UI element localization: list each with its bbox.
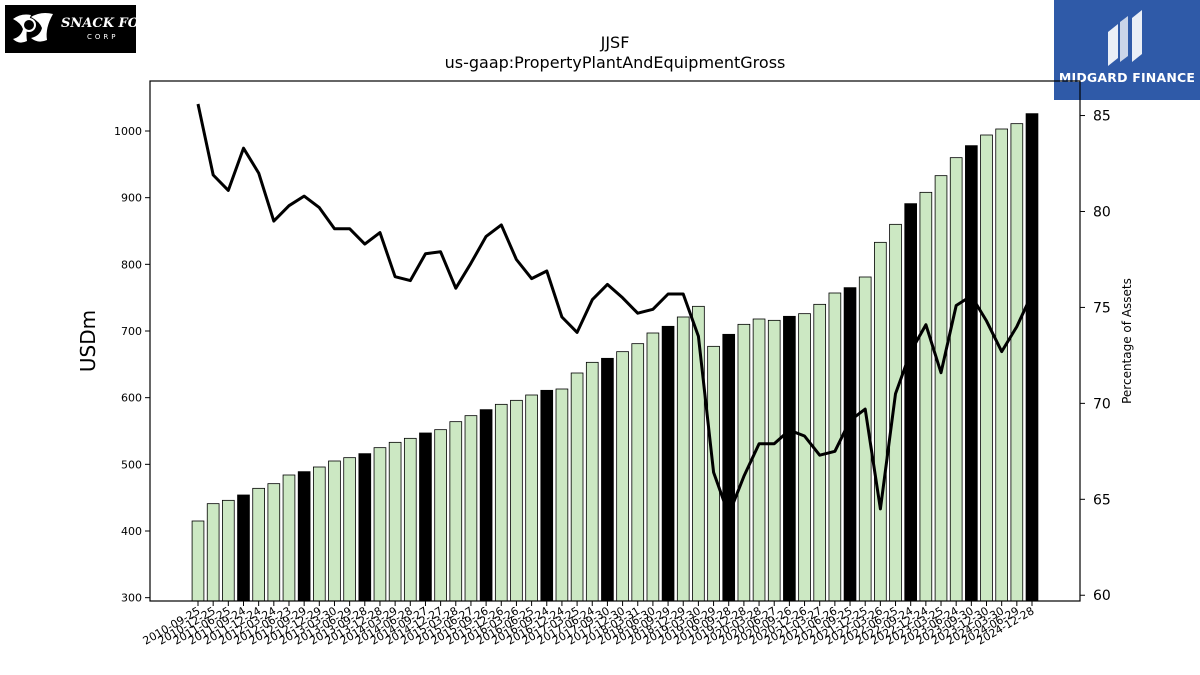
y2-tick-label: 65	[1093, 492, 1111, 508]
bar	[419, 432, 432, 602]
bar	[267, 483, 281, 602]
y-tick-label: 800	[121, 258, 142, 271]
bar	[843, 287, 857, 602]
bar	[646, 332, 660, 602]
bar	[616, 351, 629, 602]
bar	[479, 409, 493, 602]
y-tick-label: 600	[121, 392, 142, 405]
bar	[540, 389, 554, 602]
bar	[767, 319, 781, 602]
bar	[752, 318, 766, 602]
bar	[206, 503, 220, 602]
bar	[282, 474, 296, 602]
bar	[889, 223, 902, 602]
bar	[449, 421, 463, 602]
bar	[631, 343, 645, 602]
y2-tick-label: 60	[1093, 588, 1111, 604]
bar	[555, 388, 569, 602]
brand-name: MIDGARD FINANCE	[1058, 70, 1196, 85]
midgard-finance-logo: MIDGARD FINANCE	[1054, 0, 1200, 100]
bar	[995, 128, 1008, 602]
bar	[373, 447, 387, 602]
bar	[934, 175, 948, 602]
bar	[676, 316, 690, 602]
y-tick-label: 900	[121, 192, 142, 205]
bar	[464, 415, 478, 602]
bar	[328, 460, 341, 602]
y-tick-label: 400	[121, 525, 142, 538]
bar	[510, 399, 523, 602]
bar	[737, 323, 751, 602]
bar	[874, 241, 887, 602]
bar	[312, 466, 326, 602]
bar	[692, 305, 705, 602]
y-axis-label: USDm	[76, 310, 100, 372]
bar	[403, 437, 417, 602]
chart-subtitle: us-gaap:PropertyPlantAndEquipmentGross	[445, 53, 786, 72]
bar	[661, 325, 675, 602]
bar	[601, 357, 614, 602]
percentage-line	[196, 103, 1034, 517]
bar	[358, 453, 372, 602]
y2-axis-label: Percentage of Assets	[1120, 278, 1134, 404]
svg-text:CORP: CORP	[87, 33, 118, 41]
bar	[237, 494, 250, 602]
bar	[722, 333, 736, 602]
bar	[434, 429, 447, 602]
bar	[222, 499, 235, 602]
bar	[525, 394, 538, 602]
y2-tick-label: 70	[1093, 396, 1111, 412]
bar	[570, 372, 584, 602]
bar	[252, 487, 265, 602]
bar	[297, 471, 311, 602]
bar	[494, 403, 508, 602]
bar	[585, 361, 599, 602]
bar	[783, 315, 796, 602]
y-tick-label: 1000	[114, 125, 142, 138]
bar	[343, 457, 356, 602]
bar	[904, 203, 918, 602]
bar	[1010, 123, 1024, 602]
plot-frame	[149, 80, 1081, 602]
bar	[388, 441, 402, 602]
y2-tick-label: 75	[1093, 300, 1111, 316]
bar	[919, 191, 933, 602]
y-tick-label: 500	[121, 458, 142, 471]
bar	[828, 292, 842, 602]
bar	[965, 145, 978, 602]
y2-tick-label: 80	[1093, 204, 1111, 220]
y2-tick-label: 85	[1093, 109, 1111, 125]
y-tick-label: 700	[121, 325, 142, 338]
bar	[980, 134, 993, 602]
bar	[949, 157, 963, 602]
y-tick-label: 300	[121, 592, 142, 605]
bar	[1025, 113, 1039, 602]
chart-title: JJSF	[600, 33, 630, 52]
bar	[191, 520, 205, 602]
bar	[798, 313, 811, 602]
